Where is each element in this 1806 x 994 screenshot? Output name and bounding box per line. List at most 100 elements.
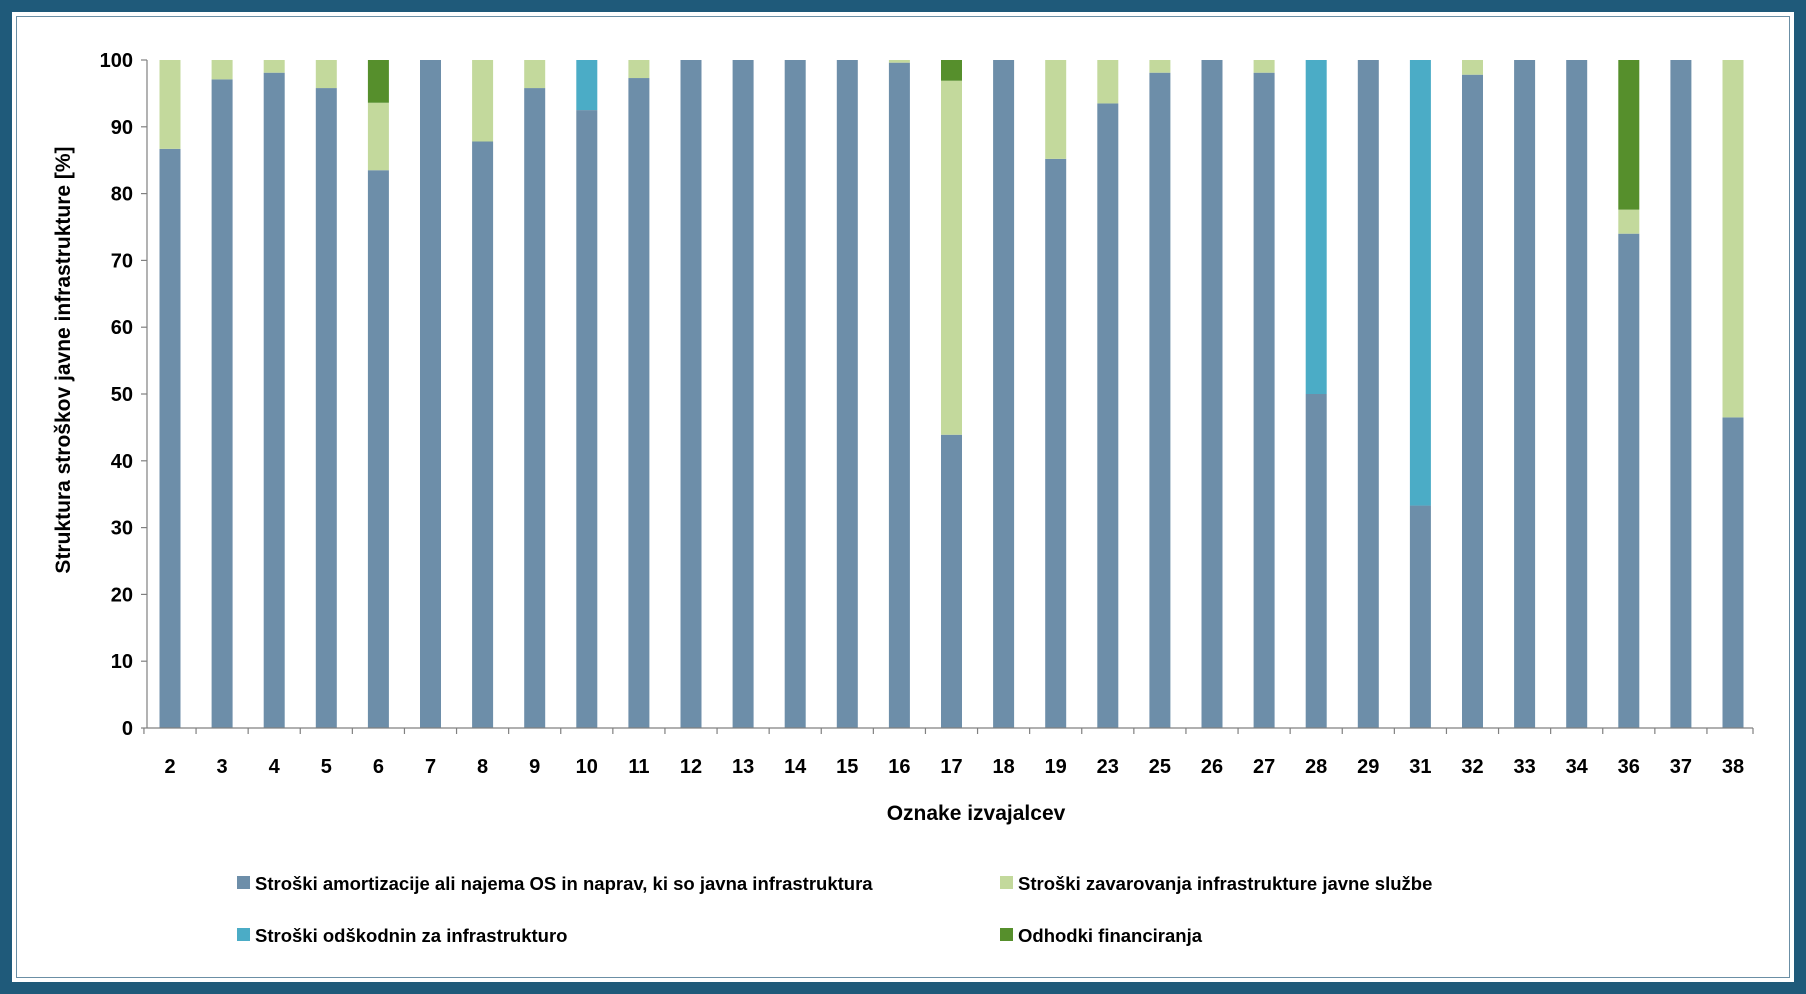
bar-segment-10-series-3 — [576, 60, 598, 111]
legend: Stroški amortizacije ali najema OS in na… — [237, 873, 1432, 946]
x-tick-label: 37 — [1670, 756, 1692, 778]
x-tick-label: 27 — [1253, 756, 1275, 778]
x-tick-label: 38 — [1722, 756, 1744, 778]
y-tick-label: 50 — [111, 384, 133, 406]
x-tick-label: 29 — [1357, 756, 1379, 778]
y-tick-label: 80 — [111, 184, 133, 206]
y-tick-label: 30 — [111, 518, 133, 540]
bar-segment-23-series-2 — [1097, 60, 1119, 104]
bar-segment-28-series-1 — [1305, 394, 1327, 728]
legend-swatch — [1000, 928, 1013, 941]
bar-segment-17-series-1 — [941, 434, 962, 728]
x-tick-label: 6 — [373, 756, 384, 778]
bar-segment-36-series-1 — [1618, 233, 1640, 728]
bar-segment-26-series-1 — [1201, 60, 1223, 728]
bar-segment-3-series-1 — [211, 79, 233, 729]
x-tick-label: 7 — [425, 756, 436, 778]
x-tick-label: 3 — [217, 756, 228, 778]
bar-segment-10-series-1 — [576, 110, 598, 729]
x-tick-label: 28 — [1305, 756, 1327, 778]
bar-segment-19-series-1 — [1045, 158, 1067, 729]
x-tick-label: 10 — [576, 756, 598, 778]
x-tick-label: 11 — [628, 756, 649, 778]
bar-segment-4-series-2 — [263, 60, 285, 73]
y-tick-label: 70 — [111, 250, 133, 272]
x-tick-label: 8 — [477, 756, 488, 778]
bar-segment-36-series-4 — [1618, 60, 1640, 210]
bar-segment-5-series-1 — [315, 88, 337, 728]
chart-inner-border — [16, 16, 1790, 978]
x-tick-labels: 2 3 4 5 6 7 8 9 10 11 12 13 14 15 16 17 18 19 23 25 26 27 28 29… — [164, 756, 1744, 778]
bar-segment-38-series-1 — [1722, 417, 1744, 728]
bar-segment-18-series-1 — [993, 60, 1015, 728]
bar-segment-7-series-1 — [420, 60, 441, 728]
x-tick-label: 9 — [529, 756, 540, 778]
bar-segment-34-series-1 — [1566, 60, 1588, 728]
y-tick-label: 60 — [111, 317, 133, 339]
bar-segment-13-series-1 — [732, 60, 754, 728]
bar-segment-38-series-2 — [1722, 60, 1744, 418]
bar-segment-9-series-1 — [524, 88, 546, 728]
x-tick-label: 32 — [1461, 756, 1483, 778]
legend-swatch — [237, 876, 250, 889]
bar-segment-6-series-2 — [367, 102, 389, 171]
x-tick-label: 36 — [1618, 756, 1640, 778]
x-tick-label: 12 — [680, 756, 702, 778]
bar-segment-31-series-1 — [1409, 505, 1431, 728]
y-tick-label: 100 — [100, 50, 133, 72]
bar-segment-15-series-1 — [836, 60, 858, 728]
bar-segment-29-series-1 — [1357, 60, 1379, 728]
y-tick-label: 0 — [122, 718, 133, 740]
y-tick-label: 10 — [111, 651, 133, 673]
x-tick-label: 15 — [836, 756, 858, 778]
legend-label: Stroški amortizacije ali najema OS in na… — [255, 873, 873, 894]
x-tick-label: 26 — [1201, 756, 1223, 778]
x-tick-label: 23 — [1097, 756, 1119, 778]
bar-segment-27-series-2 — [1253, 60, 1275, 73]
y-tick-label: 90 — [111, 117, 133, 139]
bar-segment-6-series-4 — [367, 60, 389, 103]
bar-segment-3-series-2 — [211, 60, 233, 80]
bar-segment-28-series-3 — [1305, 60, 1327, 394]
bar-segment-8-series-2 — [472, 60, 494, 142]
x-tick-label: 4 — [269, 756, 281, 778]
legend-label: Stroški zavarovanja infrastrukture javne… — [1018, 873, 1432, 894]
bar-segment-19-series-2 — [1045, 60, 1067, 159]
x-tick-label: 31 — [1409, 756, 1431, 778]
x-tick-label: 5 — [321, 756, 332, 778]
x-tick-label: 33 — [1513, 756, 1535, 778]
bar-segment-23-series-1 — [1097, 103, 1119, 729]
x-tick-label: 18 — [992, 756, 1014, 778]
bar-segment-16-series-1 — [888, 62, 910, 729]
x-tick-label: 34 — [1566, 756, 1589, 778]
bar-segment-2-series-1 — [159, 148, 181, 729]
x-tick-label: 13 — [732, 756, 754, 778]
bar-segment-4-series-1 — [263, 72, 285, 728]
legend-swatch — [237, 928, 250, 941]
bar-segment-32-series-2 — [1462, 60, 1483, 75]
bar-segment-12-series-1 — [680, 60, 702, 728]
x-tick-label: 25 — [1149, 756, 1171, 778]
legend-label: Stroški odškodnin za infrastrukturo — [255, 925, 568, 946]
x-axis-title: Oznake izvajalcev — [887, 802, 1066, 825]
x-tick-label: 14 — [784, 756, 807, 778]
bar-segment-11-series-2 — [628, 60, 650, 79]
bar-segment-17-series-2 — [941, 80, 962, 435]
x-tick-label: 17 — [940, 756, 962, 778]
bar-segment-37-series-1 — [1670, 60, 1692, 728]
bar-segment-2-series-2 — [159, 60, 181, 149]
legend-swatch — [1000, 876, 1013, 889]
bar-segment-27-series-1 — [1253, 72, 1275, 728]
bar-segment-17-series-4 — [941, 60, 962, 81]
x-tick-label: 19 — [1045, 756, 1067, 778]
y-axis-title: Struktura stroškov javne infrastrukture … — [52, 146, 75, 573]
bar-segment-25-series-1 — [1149, 72, 1171, 728]
bar-segment-9-series-2 — [524, 60, 546, 89]
y-tick-label: 40 — [111, 451, 133, 473]
axes-layer — [141, 59, 1754, 734]
bar-segment-11-series-1 — [628, 78, 650, 729]
y-tick-labels: 0 10 20 30 40 50 60 70 80 90 100 — [100, 50, 133, 740]
bar-segment-36-series-2 — [1618, 209, 1640, 234]
bar-segment-5-series-2 — [315, 60, 337, 89]
